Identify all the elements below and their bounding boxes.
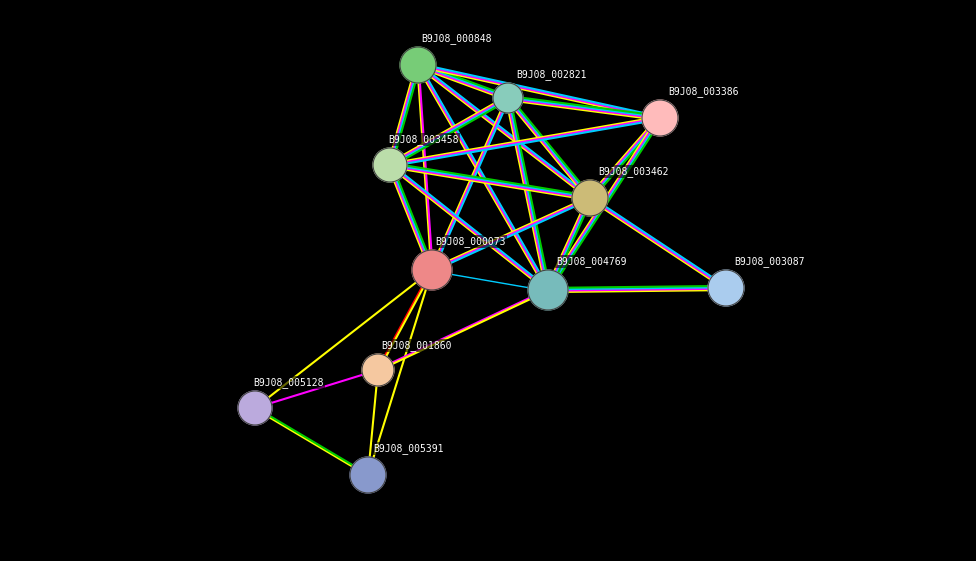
- Text: B9J08_000073: B9J08_000073: [435, 236, 506, 247]
- Circle shape: [642, 100, 678, 136]
- Circle shape: [493, 83, 523, 113]
- Circle shape: [238, 391, 272, 425]
- Text: B9J08_000848: B9J08_000848: [421, 33, 492, 44]
- Text: B9J08_003386: B9J08_003386: [668, 86, 739, 97]
- Text: B9J08_005128: B9J08_005128: [253, 377, 323, 388]
- Text: B9J08_004769: B9J08_004769: [556, 256, 627, 267]
- Circle shape: [528, 270, 568, 310]
- Text: B9J08_003458: B9J08_003458: [388, 134, 459, 145]
- Text: B9J08_005391: B9J08_005391: [373, 443, 443, 454]
- Text: B9J08_002821: B9J08_002821: [516, 69, 587, 80]
- Text: B9J08_003087: B9J08_003087: [734, 256, 804, 267]
- Circle shape: [350, 457, 386, 493]
- Text: B9J08_003462: B9J08_003462: [598, 166, 669, 177]
- Circle shape: [362, 354, 394, 386]
- Text: B9J08_001860: B9J08_001860: [381, 340, 452, 351]
- Circle shape: [572, 180, 608, 216]
- Circle shape: [708, 270, 744, 306]
- Circle shape: [400, 47, 436, 83]
- Circle shape: [373, 148, 407, 182]
- Circle shape: [412, 250, 452, 290]
